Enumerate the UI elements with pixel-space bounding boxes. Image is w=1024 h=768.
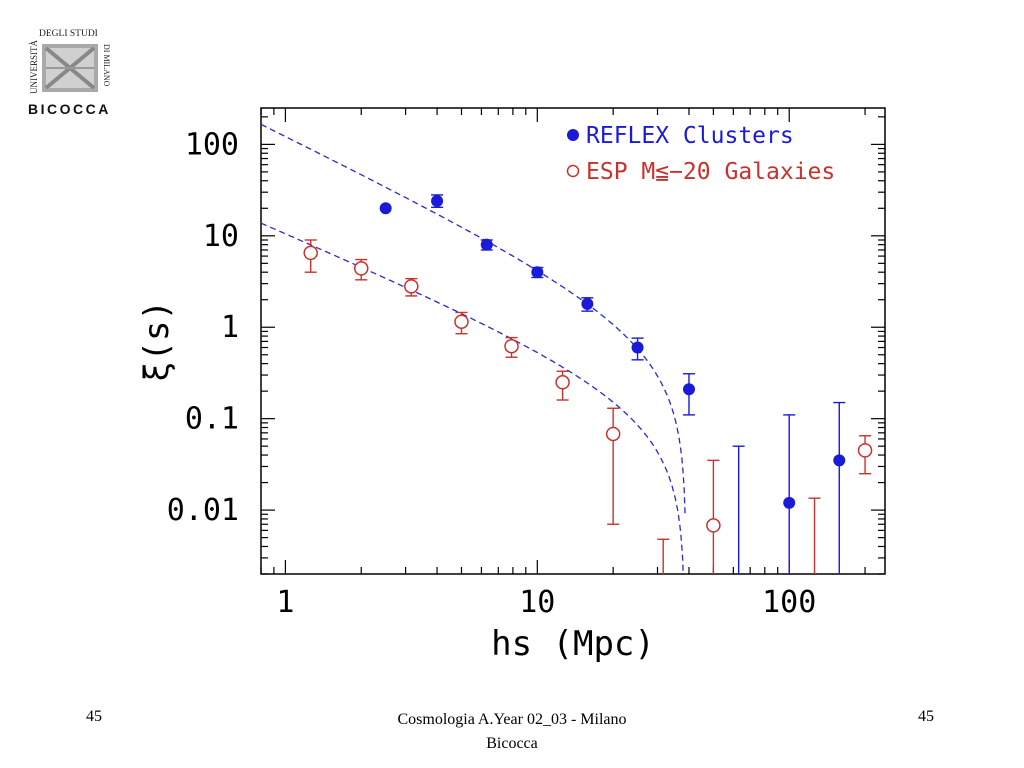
x-tick-label: 10 <box>519 585 555 620</box>
reflex-cluster-point <box>833 454 846 467</box>
esp-galaxy-point <box>353 261 369 276</box>
y-tick-label: 10 <box>203 219 239 254</box>
legend-label-reflex: REFLEX Clusters <box>586 123 794 149</box>
footer-course-title: Cosmologia A.Year 02_03 - Milano Bicocca <box>362 708 662 756</box>
reflex-cluster-point <box>631 341 644 354</box>
galaxies-fit <box>261 222 684 574</box>
reflex-cluster-point <box>581 297 594 310</box>
y-tick-label: 0.01 <box>167 493 239 528</box>
legend-marker-reflex <box>567 129 579 141</box>
reflex-cluster-point <box>531 266 544 279</box>
x-axis-label: hs (Mpc) <box>491 624 655 664</box>
data-points <box>303 195 873 533</box>
university-logo: UNIVERSITÀ DEGLI STUDI DI MILANO BICOCCA <box>28 29 111 117</box>
reflex-cluster-point <box>379 202 392 215</box>
x-tick-label: 1 <box>276 585 294 620</box>
x-tick-labels: 1 10 100 <box>276 585 816 620</box>
reflex-cluster-point <box>783 496 796 509</box>
esp-galaxy-point <box>857 443 873 458</box>
footer-page-number-left: 45 <box>86 708 102 725</box>
y-tick-label: 1 <box>221 310 239 345</box>
logo-emblem <box>42 44 98 92</box>
esp-galaxy-point <box>404 279 419 294</box>
legend-label-esp: ESP M≦−20 Galaxies <box>586 159 835 185</box>
esp-galaxy-point <box>706 518 721 533</box>
legend: REFLEX Clusters ESP M≦−20 Galaxies <box>566 123 835 185</box>
logo-text-milano: DI MILANO <box>102 44 111 87</box>
logo-text-universita: UNIVERSITÀ <box>29 40 39 94</box>
x-tick-label: 100 <box>762 585 816 620</box>
error-bars <box>304 194 872 574</box>
fit-curves <box>261 123 686 574</box>
footer-page-number-right: 45 <box>918 708 934 725</box>
y-tick-labels: 100 10 1 0.1 0.01 <box>167 127 239 528</box>
legend-marker-esp <box>566 164 580 178</box>
y-axis-label: ξ(s) <box>137 300 177 382</box>
tick-marks <box>260 108 885 575</box>
esp-galaxy-point <box>605 426 621 442</box>
esp-galaxy-point <box>454 314 469 329</box>
reflex-cluster-point <box>480 238 493 251</box>
footer-title-line1: Cosmologia A.Year 02_03 - Milano <box>397 711 627 728</box>
logo-text-bicocca: BICOCCA <box>28 101 111 117</box>
y-tick-label: 100 <box>185 127 239 162</box>
y-tick-label: 0.1 <box>185 402 239 437</box>
reflex-cluster-point <box>431 195 444 208</box>
logo-text-degli-studi: DEGLI STUDI <box>39 29 98 39</box>
esp-galaxy-point <box>504 338 519 354</box>
esp-galaxy-point <box>303 245 318 261</box>
axes-group: 1 10 100 100 10 1 0.1 0.01 hs (Mpc) ξ(s) <box>137 107 886 664</box>
esp-galaxy-point <box>555 375 570 390</box>
footer-title-line2: Bicocca <box>486 735 538 752</box>
correlation-function-chart: 1 10 100 100 10 1 0.1 0.01 hs (Mpc) ξ(s) REFLE… <box>137 107 886 664</box>
reflex-cluster-point <box>682 383 695 396</box>
